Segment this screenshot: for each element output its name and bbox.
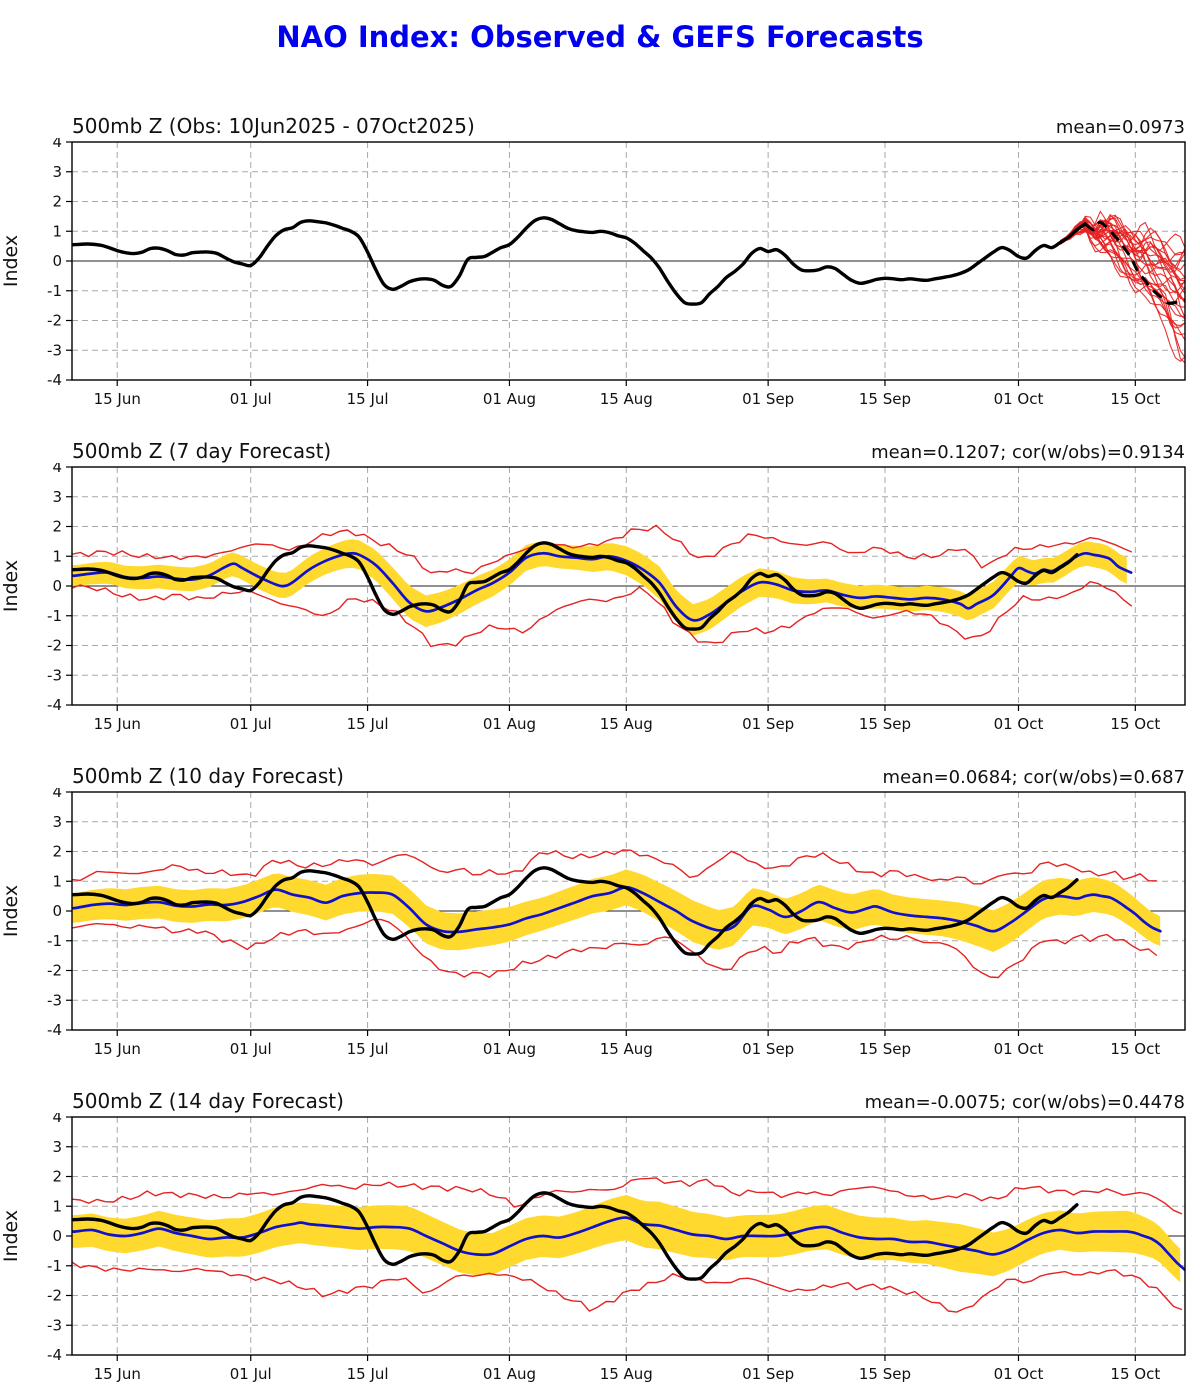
svg-text:01 Sep: 01 Sep <box>742 1365 794 1383</box>
panel-forecast-14day-header: 500mb Z (14 day Forecast) mean=-0.0075; … <box>0 1079 1200 1113</box>
svg-text:0: 0 <box>52 252 62 270</box>
svg-text:-1: -1 <box>47 1257 62 1275</box>
panel-forecast-7day-stats: mean=0.1207; cor(w/obs)=0.9134 <box>871 442 1185 463</box>
panel-observed-stats: mean=0.0973 <box>1055 117 1185 138</box>
svg-text:3: 3 <box>52 1138 62 1156</box>
svg-text:-1: -1 <box>47 282 62 300</box>
panel-forecast-7day-title: 500mb Z (7 day Forecast) <box>72 439 332 463</box>
svg-text:-4: -4 <box>47 696 62 714</box>
svg-text:01 Oct: 01 Oct <box>994 1365 1044 1383</box>
svg-text:Index: Index <box>0 235 22 287</box>
panel-forecast-7day-header: 500mb Z (7 day Forecast) mean=0.1207; co… <box>0 429 1200 463</box>
svg-text:2: 2 <box>52 518 62 536</box>
svg-text:15 Sep: 15 Sep <box>859 1365 911 1383</box>
svg-text:1: 1 <box>52 1197 62 1215</box>
svg-text:01 Jul: 01 Jul <box>230 1040 272 1058</box>
svg-text:01 Jul: 01 Jul <box>230 715 272 733</box>
panel-forecast-10day: 500mb Z (10 day Forecast) mean=0.0684; c… <box>0 754 1200 1073</box>
svg-text:0: 0 <box>52 577 62 595</box>
svg-text:15 Jul: 15 Jul <box>347 1040 389 1058</box>
page-title: NAO Index: Observed & GEFS Forecasts <box>276 20 924 54</box>
svg-text:4: 4 <box>52 463 62 476</box>
svg-text:01 Sep: 01 Sep <box>742 1040 794 1058</box>
svg-text:01 Jul: 01 Jul <box>230 390 272 408</box>
svg-text:15 Jul: 15 Jul <box>347 1365 389 1383</box>
panel-forecast-10day-title: 500mb Z (10 day Forecast) <box>72 764 344 788</box>
svg-text:2: 2 <box>52 843 62 861</box>
forecast-14day-chart: -4 -3 -2 -1 0 1 2 3 4 15 Jun 01 Jul 15 Jul 01 Aug 15 … <box>0 1113 1186 1383</box>
panel-forecast-10day-stats: mean=0.0684; cor(w/obs)=0.687 <box>882 767 1185 788</box>
svg-text:15 Aug: 15 Aug <box>600 1040 653 1058</box>
svg-text:15 Sep: 15 Sep <box>859 390 911 408</box>
svg-text:2: 2 <box>52 193 62 211</box>
svg-text:-2: -2 <box>47 962 62 980</box>
svg-text:01 Aug: 01 Aug <box>483 390 536 408</box>
svg-text:0: 0 <box>52 902 62 920</box>
svg-text:15 Jun: 15 Jun <box>94 715 141 733</box>
svg-text:3: 3 <box>52 813 62 831</box>
svg-text:-3: -3 <box>47 666 62 684</box>
forecast-10day-chart: -4 -3 -2 -1 0 1 2 3 4 15 Jun 01 Jul 15 Jul 01 Aug 15 … <box>0 788 1186 1058</box>
panel-observed-header: 500mb Z (Obs: 10Jun2025 - 07Oct2025) mea… <box>0 104 1200 138</box>
svg-text:-4: -4 <box>47 1346 62 1364</box>
panel-forecast-14day-title: 500mb Z (14 day Forecast) <box>72 1089 344 1113</box>
svg-text:15 Jun: 15 Jun <box>94 1040 141 1058</box>
svg-text:1: 1 <box>52 547 62 565</box>
svg-text:15 Aug: 15 Aug <box>600 1365 653 1383</box>
svg-text:01 Oct: 01 Oct <box>994 390 1044 408</box>
svg-text:3: 3 <box>52 163 62 181</box>
svg-text:15 Oct: 15 Oct <box>1110 715 1160 733</box>
svg-text:15 Jun: 15 Jun <box>94 1365 141 1383</box>
svg-text:15 Aug: 15 Aug <box>600 390 653 408</box>
svg-text:15 Jun: 15 Jun <box>94 390 141 408</box>
svg-text:15 Jul: 15 Jul <box>347 390 389 408</box>
svg-text:15 Sep: 15 Sep <box>859 1040 911 1058</box>
svg-text:-4: -4 <box>47 1021 62 1039</box>
svg-text:-4: -4 <box>47 371 62 389</box>
svg-text:15 Oct: 15 Oct <box>1110 390 1160 408</box>
panel-forecast-10day-header: 500mb Z (10 day Forecast) mean=0.0684; c… <box>0 754 1200 788</box>
svg-text:Index: Index <box>0 560 22 612</box>
svg-text:01 Aug: 01 Aug <box>483 1365 536 1383</box>
svg-text:01 Aug: 01 Aug <box>483 715 536 733</box>
svg-text:15 Oct: 15 Oct <box>1110 1365 1160 1383</box>
svg-text:-3: -3 <box>47 991 62 1009</box>
svg-text:01 Oct: 01 Oct <box>994 1040 1044 1058</box>
svg-text:2: 2 <box>52 1168 62 1186</box>
svg-text:15 Aug: 15 Aug <box>600 715 653 733</box>
svg-text:-1: -1 <box>47 607 62 625</box>
svg-text:01 Jul: 01 Jul <box>230 1365 272 1383</box>
forecast-7day-chart: -4 -3 -2 -1 0 1 2 3 4 15 Jun 01 Jul 15 Jul 01 Aug 15 … <box>0 463 1186 733</box>
svg-text:Index: Index <box>0 1210 22 1262</box>
panel-forecast-14day-stats: mean=-0.0075; cor(w/obs)=0.4478 <box>864 1092 1185 1113</box>
svg-text:15 Sep: 15 Sep <box>859 715 911 733</box>
panel-observed-title: 500mb Z (Obs: 10Jun2025 - 07Oct2025) <box>72 114 475 138</box>
svg-text:4: 4 <box>52 1113 62 1126</box>
svg-text:0: 0 <box>52 1227 62 1245</box>
svg-text:15 Jul: 15 Jul <box>347 715 389 733</box>
svg-text:01 Aug: 01 Aug <box>483 1040 536 1058</box>
svg-text:1: 1 <box>52 872 62 890</box>
svg-text:01 Sep: 01 Sep <box>742 390 794 408</box>
svg-text:-1: -1 <box>47 932 62 950</box>
panel-observed: 500mb Z (Obs: 10Jun2025 - 07Oct2025) mea… <box>0 104 1200 423</box>
svg-text:01 Oct: 01 Oct <box>994 715 1044 733</box>
svg-text:-2: -2 <box>47 1287 62 1305</box>
svg-text:4: 4 <box>52 788 62 801</box>
svg-text:15 Oct: 15 Oct <box>1110 1040 1160 1058</box>
panel-forecast-7day: 500mb Z (7 day Forecast) mean=0.1207; co… <box>0 429 1200 748</box>
svg-text:3: 3 <box>52 488 62 506</box>
svg-text:01 Sep: 01 Sep <box>742 715 794 733</box>
svg-text:1: 1 <box>52 222 62 240</box>
svg-text:-2: -2 <box>47 312 62 330</box>
svg-text:-3: -3 <box>47 1316 62 1334</box>
panel-forecast-14day: 500mb Z (14 day Forecast) mean=-0.0075; … <box>0 1079 1200 1398</box>
svg-text:-3: -3 <box>47 341 62 359</box>
svg-text:-2: -2 <box>47 637 62 655</box>
observed-chart: -4 -3 -2 -1 0 1 2 3 4 15 Jun 01 Jul 15 Jul 01 Aug 15 … <box>0 138 1186 408</box>
svg-text:4: 4 <box>52 138 62 151</box>
svg-text:Index: Index <box>0 885 22 937</box>
